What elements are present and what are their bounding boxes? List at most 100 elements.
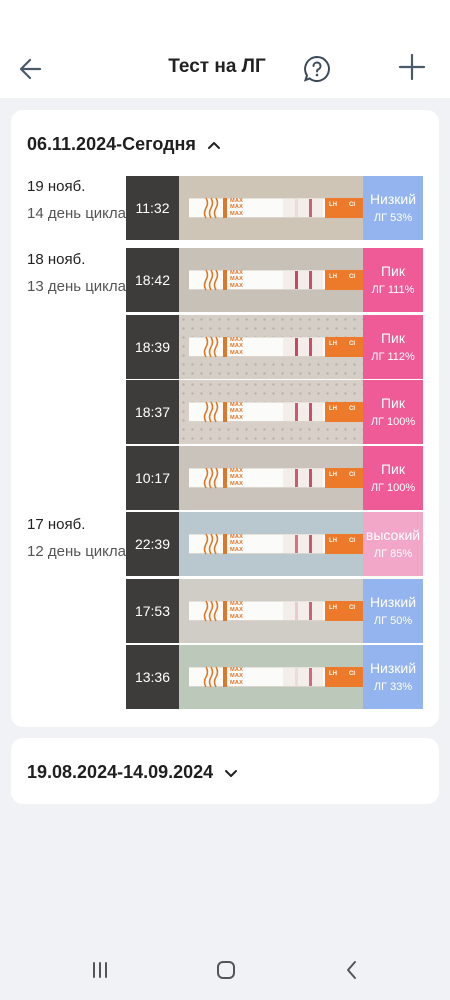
control-line [309,535,312,553]
lh-mark: LH [329,406,337,412]
strip-handle: LH CI [325,270,363,290]
help-button[interactable] [302,54,332,84]
max-marks: MAX MAX MAX [223,198,255,218]
max-mark: MAX [230,540,244,547]
test-entry[interactable]: 18:39 MAX MAX MAX LH CI Пик ЛГ 112% [126,315,423,379]
page-title: Тест на ЛГ [168,56,266,77]
max-mark: MAX [230,337,244,343]
dip-waves-icon [203,467,219,489]
ci-mark: CI [349,406,355,412]
lh-mark: LH [329,274,337,280]
cycle-card-current: 06.11.2024-Сегодня 19 нояб. 14 день цикл… [11,110,439,727]
strip-handle: LH CI [325,468,363,488]
test-strip-photo[interactable]: MAX MAX MAX LH CI [179,176,363,240]
max-mark: MAX [230,673,244,680]
ci-mark: CI [349,605,355,611]
test-entry[interactable]: 22:39 MAX MAX MAX LH CI высокий ЛГ 85% [126,512,423,576]
strip-handle: LH CI [325,337,363,357]
max-mark: MAX [230,270,244,276]
strip-handle: LH CI [325,198,363,218]
control-line [309,668,312,686]
test-line [295,668,298,686]
lh-mark: LH [329,538,337,544]
max-mark: MAX [230,276,244,283]
test-entry[interactable]: 10:17 MAX MAX MAX LH CI Пик ЛГ 100% [126,446,423,510]
max-mark: MAX [230,282,244,289]
add-test-button[interactable] [397,52,431,86]
home-icon[interactable] [214,958,238,982]
max-mark: MAX [230,546,244,553]
lh-level-value: ЛГ 111% [371,283,415,296]
cycle-range-label: 19.08.2024-14.09.2024 [27,762,214,782]
dip-waves-icon [203,269,219,291]
lh-level-badge: Низкий ЛГ 33% [363,645,423,709]
control-line [309,338,312,356]
lh-level-name: Пик [380,262,405,279]
lh-level-badge: Пик ЛГ 111% [363,248,423,312]
test-strip-photo[interactable]: MAX MAX MAX LH CI [179,512,363,576]
lh-mark: LH [329,472,337,478]
max-marks: MAX MAX MAX [223,270,255,290]
day-label: 19 нояб. 14 день цикла [27,177,127,225]
lh-level-value: ЛГ 100% [370,481,416,494]
cycle-range-header[interactable]: 19.08.2024-14.09.2024 [27,762,239,783]
test-time: 10:17 [126,446,179,510]
test-entry[interactable]: 18:42 MAX MAX MAX LH CI Пик ЛГ 111% [126,248,423,312]
test-line [295,338,298,356]
lh-level-value: ЛГ 112% [371,350,415,363]
chevron-up-icon [207,141,220,149]
lh-level-name: высокий [365,526,421,543]
test-strip-photo[interactable]: MAX MAX MAX LH CI [179,579,363,643]
lh-level-value: ЛГ 85% [373,547,413,560]
cycle-range-label: 06.11.2024-Сегодня [27,134,196,154]
ci-mark: CI [349,341,355,347]
app-header: Тест на ЛГ [0,0,450,98]
max-marks: MAX MAX MAX [223,337,255,357]
cycle-day: 13 день цикла [27,278,127,295]
lh-level-value: ЛГ 53% [373,211,413,224]
system-back-icon[interactable] [340,958,364,982]
day-date: 19 нояб. [27,178,86,195]
test-strip-photo[interactable]: MAX MAX MAX LH CI [179,645,363,709]
test-time: 17:53 [126,579,179,643]
max-marks: MAX MAX MAX [223,667,255,687]
test-strip-photo[interactable]: MAX MAX MAX LH CI [179,248,363,312]
lh-level-name: Пик [380,329,405,346]
strip-handle: LH CI [325,601,363,621]
max-mark: MAX [230,534,244,540]
lh-level-name: Низкий [369,659,417,676]
recent-apps-icon[interactable] [88,958,112,982]
lh-level-name: Низкий [369,593,417,610]
dip-waves-icon [203,401,219,423]
test-entry[interactable]: 18:37 MAX MAX MAX LH CI Пик ЛГ 100% [126,380,423,444]
test-entry[interactable]: 17:53 MAX MAX MAX LH CI Низкий ЛГ 50% [126,579,423,643]
test-line [295,602,298,620]
test-time: 18:39 [126,315,179,379]
cycle-range-header[interactable]: 06.11.2024-Сегодня [27,134,222,155]
max-mark: MAX [230,679,244,686]
max-mark: MAX [230,402,244,408]
back-button[interactable] [14,52,48,86]
test-strip-photo[interactable]: MAX MAX MAX LH CI [179,446,363,510]
test-entry[interactable]: 11:32 MAX MAX MAX LH CI Низкий ЛГ 53% [126,176,423,240]
max-mark: MAX [230,601,244,607]
test-line [295,535,298,553]
test-time: 11:32 [126,176,179,240]
test-line [295,271,298,289]
lh-level-value: ЛГ 50% [373,614,413,627]
max-mark: MAX [230,204,244,211]
test-time: 18:37 [126,380,179,444]
plus-icon [398,53,426,81]
lh-mark: LH [329,202,337,208]
ci-mark: CI [349,538,355,544]
test-entry[interactable]: 13:36 MAX MAX MAX LH CI Низкий ЛГ 33% [126,645,423,709]
lh-mark: LH [329,605,337,611]
lh-level-badge: высокий ЛГ 85% [363,512,423,576]
lh-mark: LH [329,671,337,677]
test-strip-photo[interactable]: MAX MAX MAX LH CI [179,315,363,379]
test-strip-photo[interactable]: MAX MAX MAX LH CI [179,380,363,444]
lh-level-name: Пик [380,460,405,477]
test-time: 22:39 [126,512,179,576]
dip-waves-icon [203,600,219,622]
ci-mark: CI [349,274,355,280]
